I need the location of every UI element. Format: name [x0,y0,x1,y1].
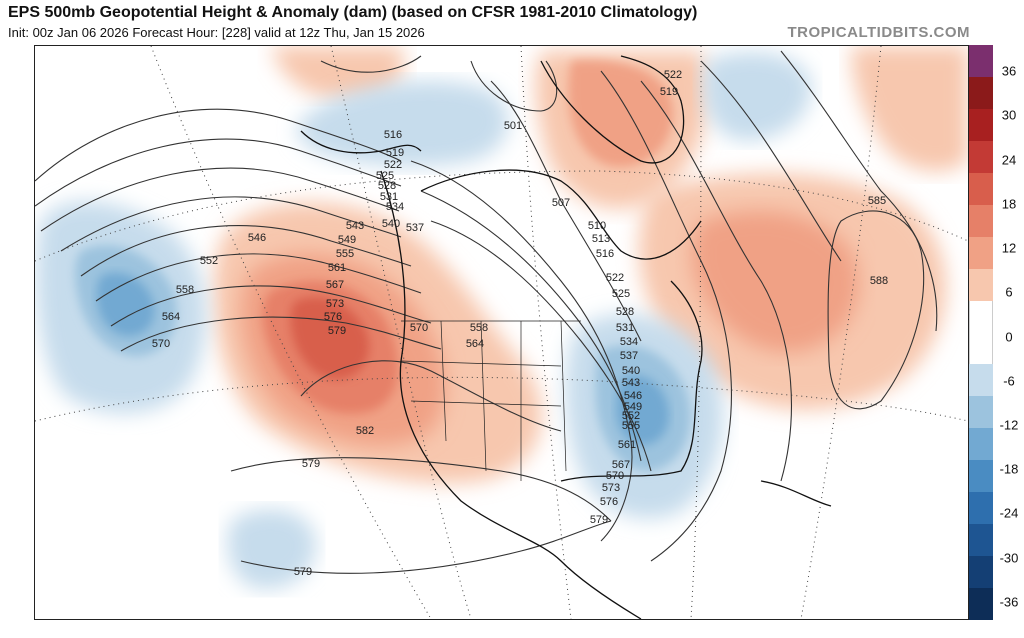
colorbar-tick-label: 30 [1001,107,1017,123]
state-borders [400,320,581,481]
contour-label: 540 [622,365,640,377]
contour-label: 552 [622,410,640,422]
contour-label: 570 [410,322,428,334]
site-brand: TROPICALTIDBITS.COM [787,24,970,41]
colorbar-tick-label: -12 [999,417,1019,433]
contour-label: 513 [592,233,610,245]
contour-label: 516 [596,248,614,260]
contour-label: 582 [356,425,374,437]
contour-label: 528 [378,180,396,192]
contour-label: 579 [302,458,320,470]
contour-label: 555 [336,248,354,260]
contour-label: 525 [612,288,630,300]
lat-lon-grid [35,46,968,619]
contour-label: 567 [326,279,344,291]
contour-label: 552 [200,255,218,267]
contour-label: 531 [380,191,398,203]
contour-label: 558 [470,322,488,334]
contour-label: 579 [590,514,608,526]
contour-label: 516 [384,129,402,141]
colorbar-segment [969,108,993,142]
colorbar-segment [969,588,993,621]
contour-label: 561 [618,439,636,451]
contour-label: 576 [600,496,618,508]
contour-label: 543 [622,377,640,389]
contour-label: 510 [588,220,606,232]
contour-label: 588 [870,275,888,287]
contour-label: 525 [376,170,394,182]
colorbar-segment [969,332,993,365]
colorbar-tick-label: -18 [999,461,1019,477]
colorbar-segment [969,300,993,333]
contour-label: 519 [386,147,404,159]
colorbar-segment [969,556,993,589]
contour-label: 555 [622,420,640,432]
colorbar-segment [969,492,993,525]
colorbar-segment [969,140,993,174]
colorbar-tick-label: 6 [1005,284,1013,300]
colorbar-segment [969,524,993,557]
colorbar-segment [969,268,993,302]
contour-labels: 5225195165015195225255285315345375405435… [152,69,888,578]
anomaly-map: 5225195165015195225255285315345375405435… [35,46,968,619]
contour-label: 537 [406,222,424,234]
colorbar-tick-label: 12 [1001,240,1017,256]
colorbar-segment [969,172,993,206]
contour-label: 573 [326,298,344,310]
negative-anomaly-shading [36,52,812,590]
colorbar-segment [969,204,993,238]
contour-label: 522 [384,159,402,171]
contour-label: 537 [620,350,638,362]
colorbar-segment [969,76,993,110]
contour-label: 546 [248,232,266,244]
height-contours [35,50,938,574]
coastlines [300,55,832,619]
colorbar-segment [969,364,993,397]
contour-label: 573 [602,482,620,494]
contour-label: 558 [176,284,194,296]
positive-anomaly-shading [213,46,968,484]
contour-label: 567 [612,459,630,471]
colorbar-tick-label: 18 [1001,196,1017,212]
contour-label: 501 [504,120,522,132]
contour-label: 507 [552,197,570,209]
contour-label: 570 [606,470,624,482]
anomaly-colorbar: 36 30 24 18 12 6 0 -6 -12 -18 -24 -30 -36 [969,45,1024,621]
contour-label: 561 [328,262,346,274]
colorbar-segment [969,45,993,78]
contour-label: 519 [660,86,678,98]
contour-label: 546 [624,390,642,402]
contour-label: 534 [620,336,638,348]
contour-label: 549 [338,234,356,246]
colorbar-tick-label: -30 [999,550,1019,566]
colorbar-tick-label: 0 [1005,329,1013,344]
contour-label: 531 [616,322,634,334]
contour-label: 543 [346,220,364,232]
colorbar-tick-label: -36 [999,594,1019,610]
contour-label: 579 [328,325,346,337]
colorbar-segment [969,396,993,429]
colorbar-tick-label: -24 [999,505,1019,521]
contour-label: 570 [152,338,170,350]
contour-label: 549 [624,401,642,413]
colorbar-segment [969,460,993,493]
colorbar-tick-label: 36 [1001,63,1017,79]
colorbar-tick-label: 24 [1001,152,1017,168]
contour-label: 522 [664,69,682,81]
contour-label: 585 [868,195,886,207]
chart-title: EPS 500mb Geopotential Height & Anomaly … [8,4,698,21]
contour-label: 540 [382,218,400,230]
colorbar-segment [969,236,993,270]
contour-label: 534 [386,201,404,213]
chart-subtitle: Init: 00z Jan 06 2026 Forecast Hour: [22… [8,25,425,40]
contour-label: 522 [606,272,624,284]
colorbar-segment [969,428,993,461]
contour-label: 528 [616,306,634,318]
contour-label: 564 [162,311,180,323]
contour-label: 579 [294,566,312,578]
colorbar-tick-label: -6 [1003,373,1015,389]
contour-label: 576 [324,311,342,323]
contour-label: 564 [466,338,484,350]
map-panel: 522 519 516 501 519 522 525 528 531 534 537 540 543 5… [34,45,969,620]
